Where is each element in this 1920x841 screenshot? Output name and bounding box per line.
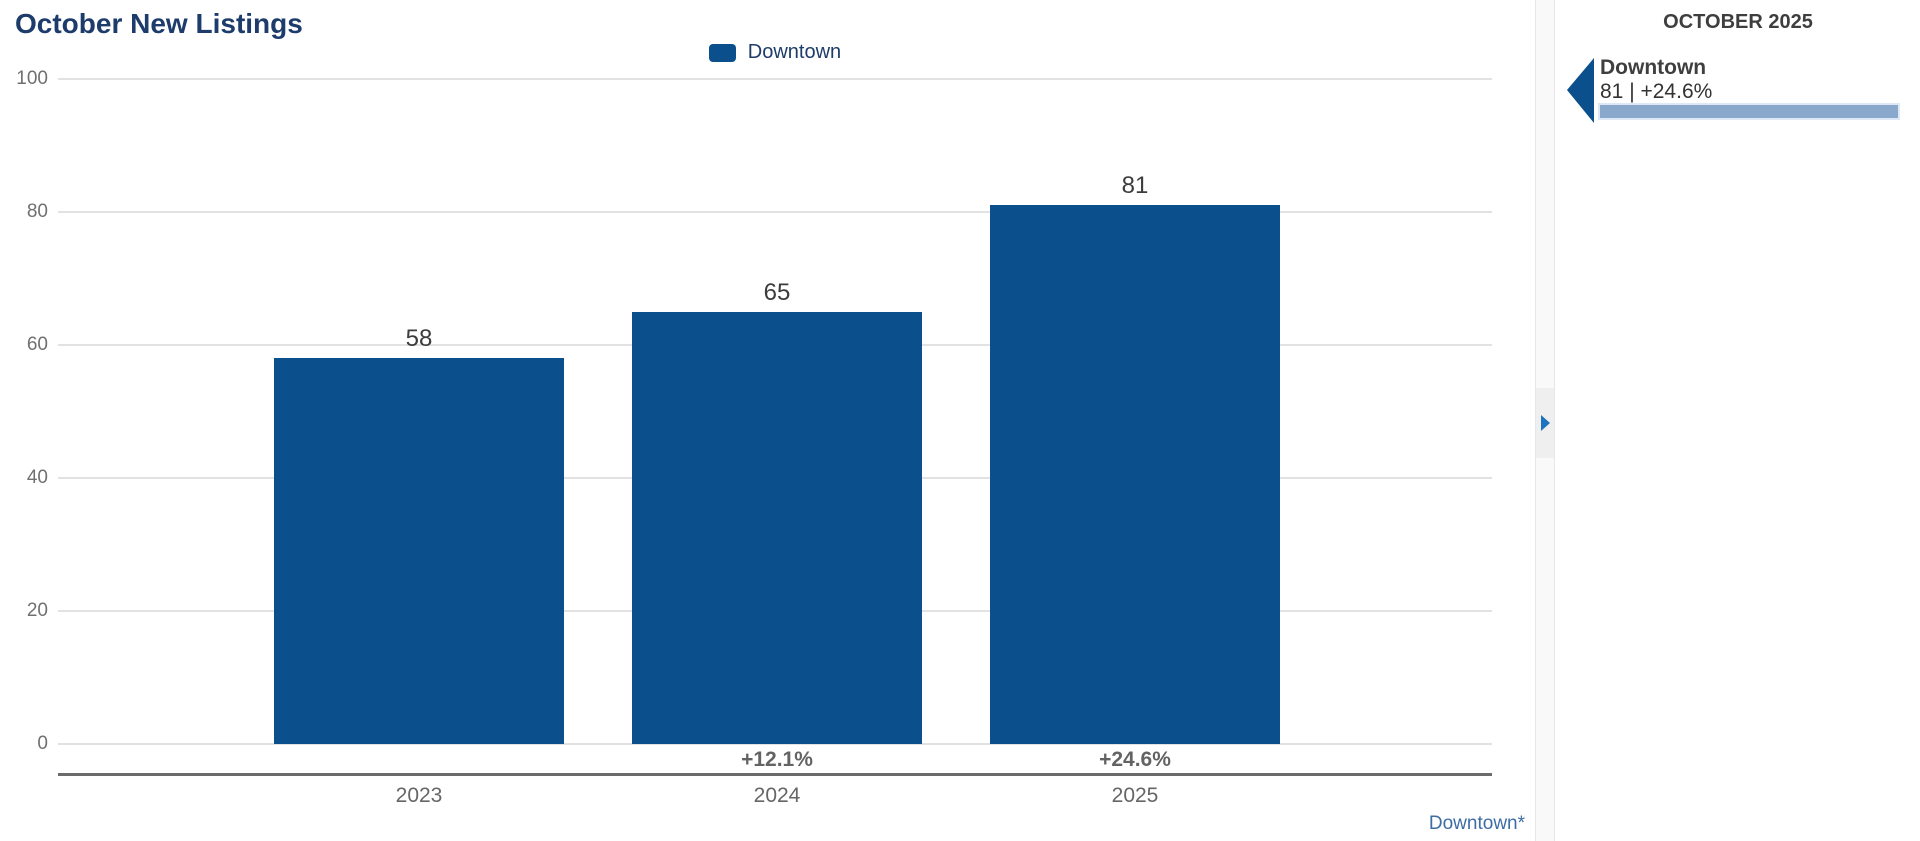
- bar-value-label-2023: 58: [405, 325, 433, 352]
- bar-2023[interactable]: [274, 358, 564, 744]
- series-footnote-link[interactable]: Downtown*: [1428, 813, 1525, 834]
- entry-stat: 81 | +24.6%: [1600, 80, 1713, 103]
- y-axis-tick-label: 0: [37, 733, 48, 754]
- triangle-left-icon: [1567, 58, 1594, 123]
- chart-legend: Downtown: [58, 41, 1492, 64]
- gridline-100: [58, 78, 1492, 80]
- entry-progress-fill: [1600, 105, 1898, 118]
- bar-2024[interactable]: [632, 312, 922, 744]
- sidebar-entry-downtown[interactable]: Downtown 81 | +24.6%: [1556, 0, 1920, 130]
- y-axis-tick-label: 20: [26, 600, 48, 621]
- x-axis-label-2024: 2024: [753, 784, 801, 807]
- pct-change-label-2024: +12.1%: [741, 748, 813, 771]
- summary-sidebar: OCTOBER 2025 Downtown 81 | +24.6%: [1556, 0, 1920, 841]
- legend-label[interactable]: Downtown: [747, 41, 842, 63]
- y-axis-tick-label: 80: [26, 201, 48, 222]
- bar-value-label-2024: 65: [763, 279, 791, 306]
- y-axis-tick-label: 60: [26, 334, 48, 355]
- legend-swatch-icon: [708, 43, 736, 62]
- chevron-right-icon: [1540, 415, 1550, 431]
- gridline-0: [58, 743, 1492, 745]
- x-axis-label-2023: 2023: [395, 784, 443, 807]
- pct-change-label-2025: +24.6%: [1099, 748, 1171, 771]
- x-axis-label-2025: 2025: [1111, 784, 1159, 807]
- x-axis-line: [58, 773, 1492, 776]
- entry-name: Downtown: [1600, 56, 1707, 79]
- panel-collapse-strip: [1535, 0, 1555, 841]
- gridline-80: [58, 211, 1492, 213]
- panel-toggle-button[interactable]: [1536, 388, 1554, 458]
- y-axis-tick-label: 40: [26, 467, 48, 488]
- entry-progress-bar: [1600, 105, 1898, 118]
- y-axis-tick-label: 100: [16, 68, 48, 89]
- sidebar-header: OCTOBER 2025: [1663, 11, 1813, 33]
- bar-value-label-2025: 81: [1121, 172, 1149, 199]
- page-title: October New Listings: [15, 8, 303, 39]
- bar-2025[interactable]: [990, 205, 1280, 744]
